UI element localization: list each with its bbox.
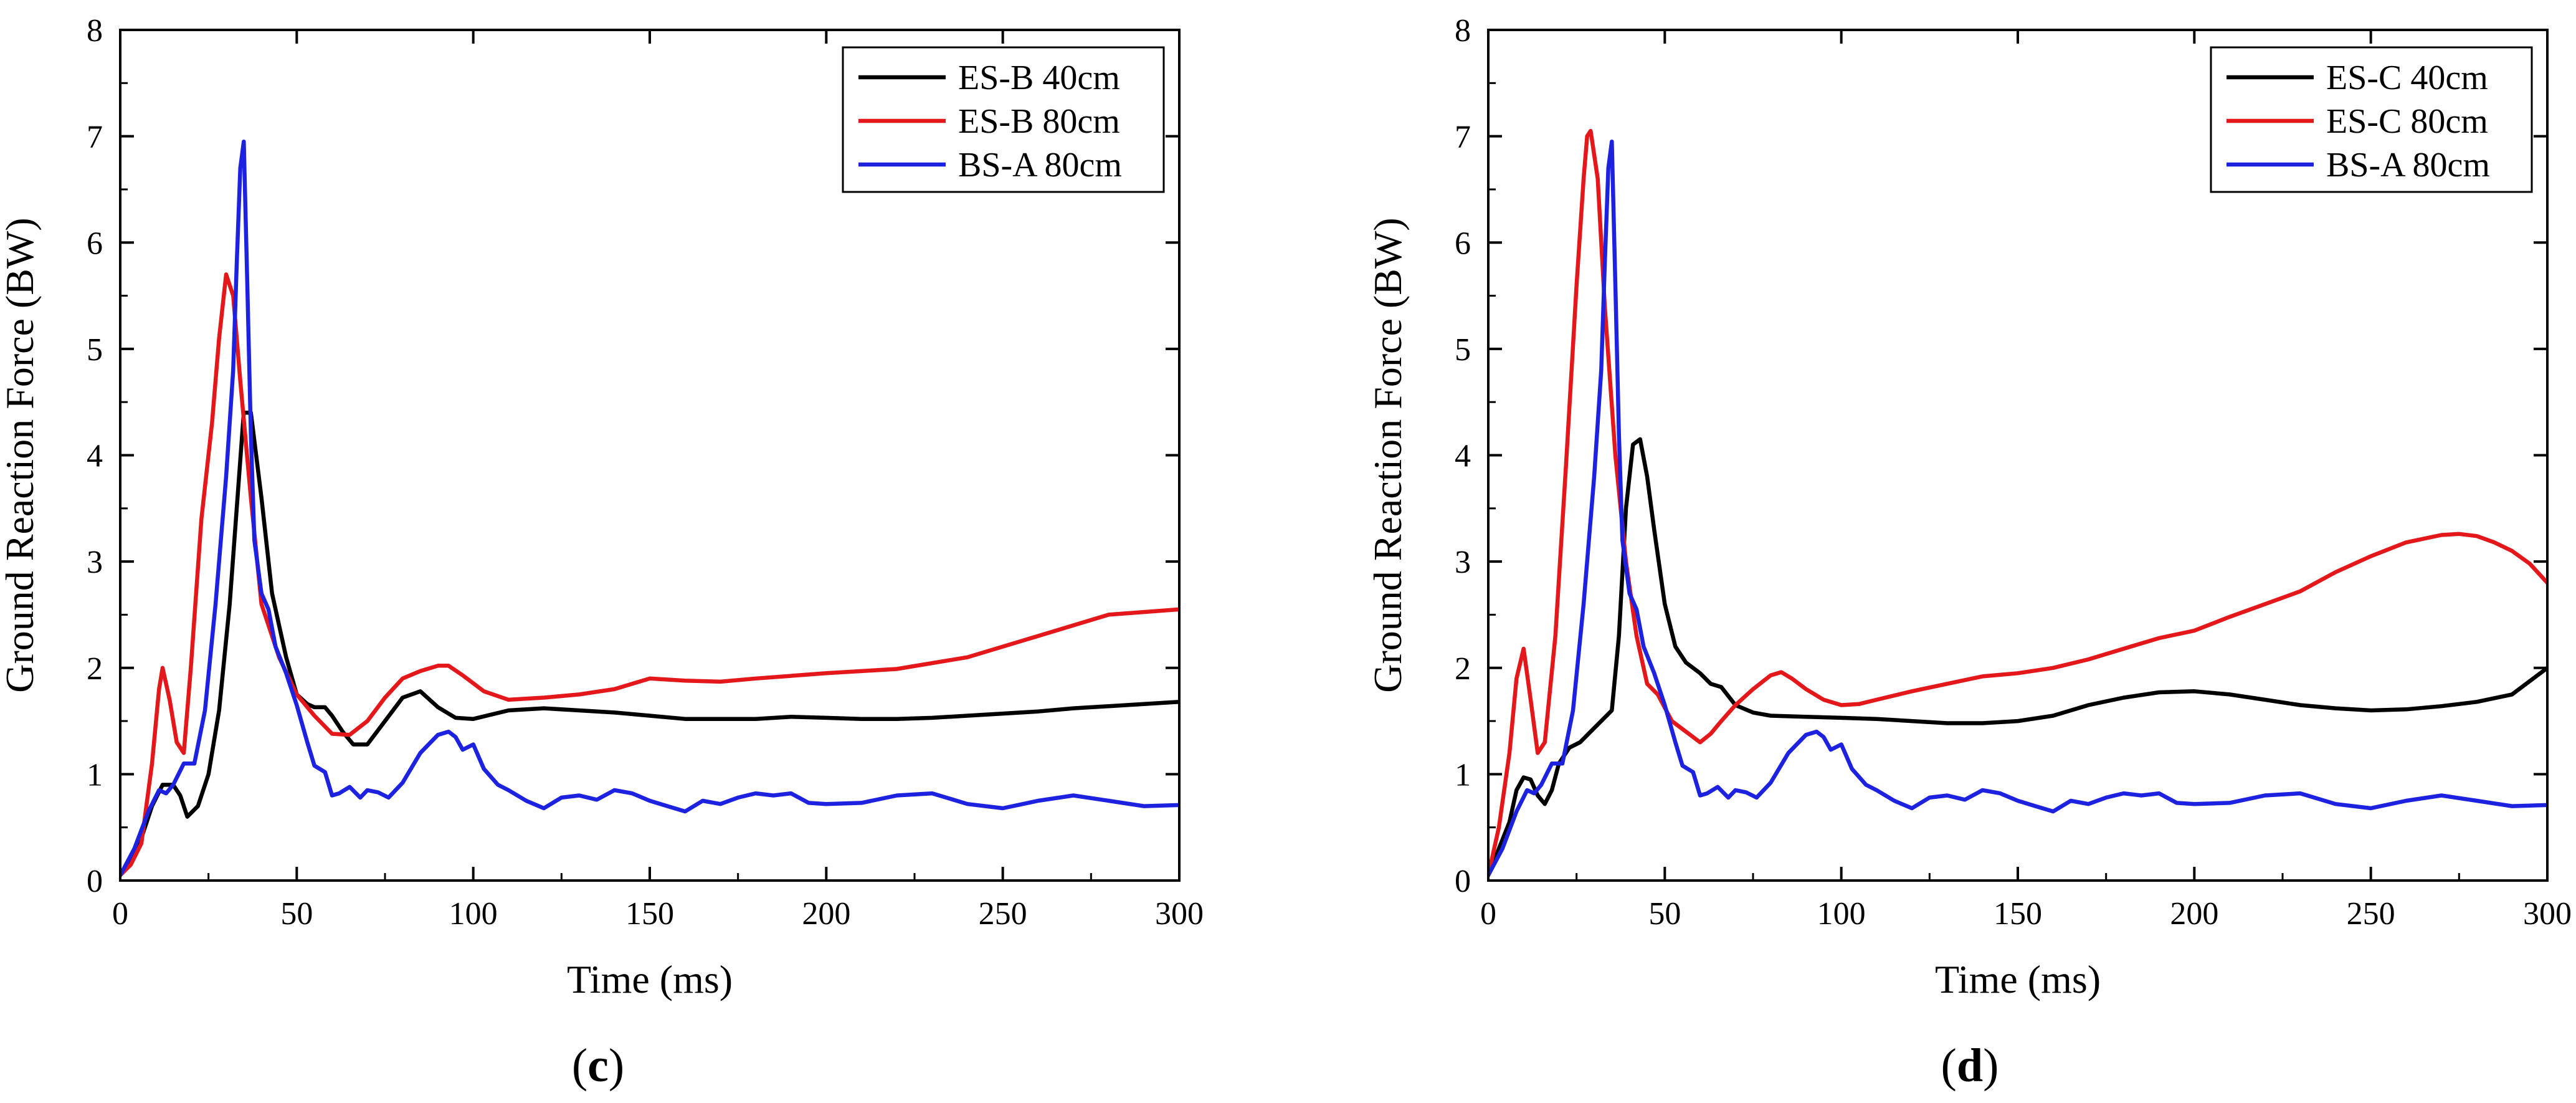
panel-d-ytick-label: 3	[1455, 545, 1471, 580]
panel-c-xlabel: Time (ms)	[567, 957, 733, 1001]
panel-d-ytick-label: 0	[1455, 864, 1471, 899]
panel-c-xtick-label: 200	[802, 896, 850, 932]
panel-d-ylabel: Ground Reaction Force (BW)	[1366, 217, 1410, 692]
panel-d-ytick-label: 5	[1455, 332, 1471, 368]
panel-d-ytick-label: 6	[1455, 226, 1471, 261]
panel-c-lines	[120, 139, 1179, 877]
panel-d-xlabel: Time (ms)	[1935, 957, 2101, 1001]
panel-c-ytick-label: 4	[87, 439, 103, 474]
panel-d-legend-label: BS-A 80cm	[2326, 146, 2490, 184]
panel-c-xtick-label: 150	[625, 896, 674, 932]
panel-c-xtick-label: 100	[449, 896, 498, 932]
panel-d-legend: ES-C 40cm ES-C 80cm BS-A 80cm	[2210, 46, 2533, 193]
panel-d-series-bs-a-80cm	[1488, 139, 2547, 877]
panel-c-series-bs-a-80cm	[120, 139, 1179, 877]
panel-c-ytick-label: 6	[87, 226, 103, 261]
panel-c-ytick-label: 1	[87, 757, 103, 793]
panel-d-xtick-label: 200	[2170, 896, 2218, 932]
panel-c-xtick-label: 300	[1155, 896, 1204, 932]
panel-c-series-es-b-40cm	[120, 410, 1179, 877]
panel-c-ytick-label: 8	[87, 13, 103, 49]
panel-d-ytick-label: 1	[1455, 757, 1471, 793]
panel-d-xtick-label: 150	[1994, 896, 2042, 932]
panel-c-series-es-b-80cm	[120, 272, 1179, 877]
panel-c-ytick-label: 3	[87, 545, 103, 580]
panel-c: 0 50 100 150 200 250 300 0 1 2 3 4 5 6 7 8 Time (ms) Grou…	[0, 13, 1204, 1092]
panel-c-legend-label: BS-A 80cm	[958, 146, 1122, 184]
panel-d: 0 50 100 150 200 250 300 0 1 2 3 4 5 6 7 8 Time (ms) Grou…	[1366, 13, 2572, 1092]
panel-d-ytick-label: 8	[1455, 13, 1471, 49]
panel-d-xtick-label: 50	[1648, 896, 1681, 932]
panel-d-series-es-c-40cm	[1488, 437, 2547, 877]
panel-c-xtick-label: 50	[280, 896, 313, 932]
panel-d-ytick-label: 2	[1455, 651, 1471, 687]
panel-d-xtick-label: 0	[1480, 896, 1496, 932]
panel-c-xtick-label: 250	[979, 896, 1027, 932]
panel-c-legend-label: ES-B 80cm	[958, 102, 1120, 141]
panel-d-legend-label: ES-C 40cm	[2326, 59, 2488, 97]
panel-c-caption: (c)	[572, 1039, 624, 1092]
panel-d-xtick-label: 250	[2347, 896, 2395, 932]
panel-d-xtick-label: 300	[2523, 896, 2572, 932]
panel-c-legend-label: ES-B 40cm	[958, 59, 1120, 97]
panel-c-ytick-label: 2	[87, 651, 103, 687]
panel-d-ytick-label: 7	[1455, 120, 1471, 155]
panel-c-ytick-label: 5	[87, 332, 103, 368]
panel-c-ytick-label: 0	[87, 864, 103, 899]
panel-d-xtick-label: 100	[1817, 896, 1866, 932]
panel-d-lines	[1488, 128, 2547, 877]
panel-d-series-es-c-80cm	[1488, 128, 2547, 877]
panel-d-legend-label: ES-C 80cm	[2326, 102, 2488, 141]
panel-c-ytick-label: 7	[87, 120, 103, 155]
panel-c-ylabel: Ground Reaction Force (BW)	[0, 217, 42, 692]
panel-d-caption: (d)	[1941, 1039, 1999, 1092]
panel-c-legend: ES-B 40cm ES-B 80cm BS-A 80cm	[842, 46, 1165, 193]
panel-c-xtick-label: 0	[112, 896, 128, 932]
panel-d-ytick-label: 4	[1455, 439, 1471, 474]
